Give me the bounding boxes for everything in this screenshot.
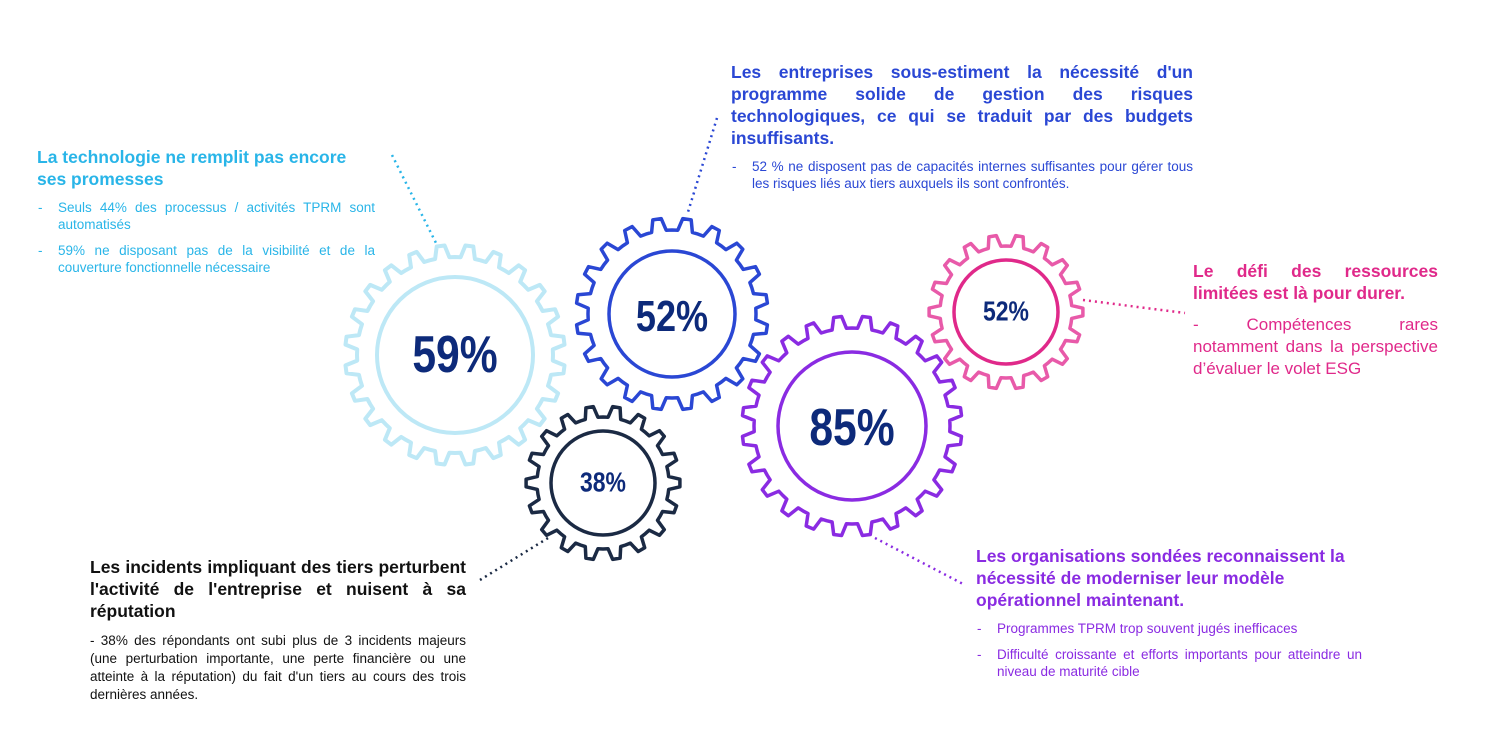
organizations-bullet: Difficulté croissante et efforts importa… xyxy=(976,646,1362,680)
organizations-title: Les organisations sondées reconnaissent … xyxy=(976,546,1345,610)
gear-38-value: 38% xyxy=(580,468,626,499)
gear-52-pink-value: 52% xyxy=(983,297,1029,328)
gear-52-pink xyxy=(927,233,1085,391)
gear-85-value: 85% xyxy=(809,399,894,457)
budget-bullets: 52 % ne disposent pas de capacités inter… xyxy=(731,158,1193,192)
gear-85-ring xyxy=(776,350,928,502)
gear-85 xyxy=(740,314,964,538)
gear-59 xyxy=(343,243,567,467)
gear-52-blue-ring xyxy=(607,249,737,379)
technology-title: La technologie ne remplit pas encore ses… xyxy=(37,147,347,189)
gear-59-ring xyxy=(375,275,535,435)
technology-bullets: Seuls 44% des processus / activités TPRM… xyxy=(37,199,375,276)
resources-block: Le défi des ressources limitées est là p… xyxy=(1193,260,1438,380)
budget-block: Les entreprises sous-estiment la nécessi… xyxy=(731,61,1193,192)
connector-technology xyxy=(390,154,440,248)
gear-38-ring xyxy=(549,429,657,537)
organizations-bullets: Programmes TPRM trop souvent jugés ineff… xyxy=(976,620,1362,680)
gear-52-pink-ring xyxy=(952,258,1060,366)
gear-52-blue-value: 52% xyxy=(636,291,708,340)
connector-resources xyxy=(1082,298,1186,315)
resources-title: Le défi des ressources limitées est là p… xyxy=(1193,261,1438,303)
technology-bullet: Seuls 44% des processus / activités TPRM… xyxy=(37,199,375,233)
gear-59-value: 59% xyxy=(412,326,497,384)
organizations-block: Les organisations sondées reconnaissent … xyxy=(976,545,1362,680)
organizations-bullet: Programmes TPRM trop souvent jugés ineff… xyxy=(976,620,1362,637)
connector-organizations xyxy=(874,536,966,587)
gear-38 xyxy=(524,404,682,562)
connector-budget xyxy=(686,117,719,213)
incidents-title: Les incidents impliquant des tiers pertu… xyxy=(90,557,466,621)
resources-body: - Compétences rares notamment dans la pe… xyxy=(1193,315,1438,378)
connector-incidents xyxy=(479,536,549,582)
gear-52-blue xyxy=(574,216,770,412)
budget-title: Les entreprises sous-estiment la nécessi… xyxy=(731,62,1193,148)
budget-bullet: 52 % ne disposent pas de capacités inter… xyxy=(731,158,1193,192)
incidents-body: - 38% des répondants ont subi plus de 3 … xyxy=(90,633,466,702)
incidents-block: Les incidents impliquant des tiers pertu… xyxy=(90,556,466,704)
technology-bullet: 59% ne disposant pas de la visibilité et… xyxy=(37,242,375,276)
technology-block: La technologie ne remplit pas encore ses… xyxy=(37,146,375,276)
